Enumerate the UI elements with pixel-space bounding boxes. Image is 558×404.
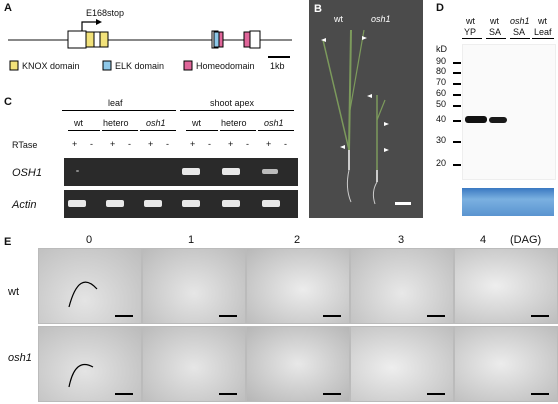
row-label-osh1: OSH1 bbox=[12, 167, 42, 179]
day-label: 0 bbox=[86, 234, 93, 246]
legend-knox: KNOX domain bbox=[22, 61, 80, 71]
gene-structure-svg bbox=[8, 19, 292, 71]
lane-label: wt bbox=[192, 118, 201, 128]
blot-lane-top: wt bbox=[466, 16, 475, 26]
group-line-leaf bbox=[62, 110, 176, 111]
day-label: 4 bbox=[480, 234, 487, 246]
group-label-shoot-apex: shoot apex bbox=[210, 98, 255, 108]
blot-lane-bottom: YP bbox=[464, 27, 477, 37]
marker-label: 20 bbox=[436, 158, 447, 168]
section-image bbox=[38, 326, 142, 402]
lane-label: osh1 bbox=[146, 118, 166, 128]
marker-label: 70 bbox=[436, 77, 447, 87]
rtase-mark: - bbox=[246, 139, 249, 149]
panel-label-c: C bbox=[4, 96, 12, 108]
section-image bbox=[246, 248, 350, 324]
rtase-mark: - bbox=[284, 139, 287, 149]
lane-label: hetero bbox=[221, 118, 247, 128]
rtase-mark: - bbox=[90, 139, 93, 149]
gel-actin bbox=[64, 190, 298, 218]
legend-homeodomain: Homeodomain bbox=[196, 61, 255, 71]
rtase-mark: - bbox=[208, 139, 211, 149]
blot-lane-bottom: SA bbox=[489, 27, 502, 37]
rtase-mark: - bbox=[166, 139, 169, 149]
rtase-mark: + bbox=[72, 139, 78, 149]
seedling-label-wt: wt bbox=[334, 14, 343, 24]
lane-label: osh1 bbox=[264, 118, 284, 128]
section-image bbox=[38, 248, 142, 324]
rtase-mark: + bbox=[266, 139, 272, 149]
blot-lane-top: osh1 bbox=[510, 16, 530, 26]
rtase-mark: + bbox=[190, 139, 196, 149]
day-label: 1 bbox=[188, 234, 195, 246]
seedling-photo: wt osh1 bbox=[309, 0, 423, 218]
blot-lane-bottom: Leaf bbox=[534, 27, 552, 37]
rtase-label: RTase bbox=[12, 140, 38, 150]
marker-label: 80 bbox=[436, 66, 447, 76]
marker-label: 30 bbox=[436, 135, 447, 145]
mutation-label: E168stop bbox=[86, 8, 125, 18]
blot-band bbox=[465, 116, 487, 123]
panel-label-b: B bbox=[314, 3, 322, 15]
blot-lane-bottom: SA bbox=[513, 27, 526, 37]
marker-label: 60 bbox=[436, 88, 447, 98]
rtase-mark: + bbox=[110, 139, 116, 149]
lane-label: hetero bbox=[103, 118, 129, 128]
lane-label: wt bbox=[74, 118, 83, 128]
seedling-label-osh1: osh1 bbox=[371, 14, 391, 24]
rtase-mark: + bbox=[228, 139, 234, 149]
group-line-shoot-apex bbox=[180, 110, 294, 111]
section-image bbox=[454, 326, 558, 402]
legend-elk: ELK domain bbox=[115, 61, 165, 71]
marker-label: 50 bbox=[436, 99, 447, 109]
day-label: 2 bbox=[294, 234, 301, 246]
section-image bbox=[246, 326, 350, 402]
blot-lane-top: wt bbox=[538, 16, 547, 26]
section-image bbox=[142, 326, 246, 402]
histology-panel: 0 1 2 3 4 (DAG) wt osh1 bbox=[0, 230, 558, 404]
gene-diagram: E168stop KNOX domain ELK domain Homeodom… bbox=[0, 0, 300, 90]
row-label-actin: Actin bbox=[12, 199, 37, 211]
section-image bbox=[454, 248, 558, 324]
panel-label-d: D bbox=[436, 2, 444, 14]
section-image bbox=[142, 248, 246, 324]
seedling-drawing bbox=[321, 29, 411, 205]
rtase-mark: - bbox=[128, 139, 131, 149]
blot-membrane bbox=[453, 44, 556, 180]
marker-label: 40 bbox=[436, 114, 447, 124]
dag-unit: (DAG) bbox=[510, 234, 542, 246]
section-image bbox=[350, 326, 454, 402]
western-blot-panel: wt YP wt SA osh1 SA wt Leaf kD 90 80 70 … bbox=[430, 0, 558, 222]
blot-lane-top: wt bbox=[490, 16, 499, 26]
row-label-wt: wt bbox=[8, 286, 19, 298]
marker-label: 90 bbox=[436, 56, 447, 66]
gel-osh1 bbox=[64, 158, 298, 186]
kd-unit: kD bbox=[436, 44, 447, 54]
rtase-mark: + bbox=[148, 139, 154, 149]
row-label-osh1: osh1 bbox=[8, 352, 32, 364]
coomassie-loading-strip bbox=[462, 188, 554, 216]
group-label-leaf: leaf bbox=[108, 98, 123, 108]
blot-band bbox=[489, 117, 507, 123]
panel-label-e: E bbox=[4, 236, 12, 248]
section-image bbox=[350, 248, 454, 324]
scale-label-1kb: 1kb bbox=[270, 61, 285, 71]
panel-label-a: A bbox=[4, 2, 12, 14]
day-label: 3 bbox=[398, 234, 405, 246]
rt-pcr-panel: leaf shoot apex wt hetero osh1 wt hetero… bbox=[0, 94, 300, 224]
